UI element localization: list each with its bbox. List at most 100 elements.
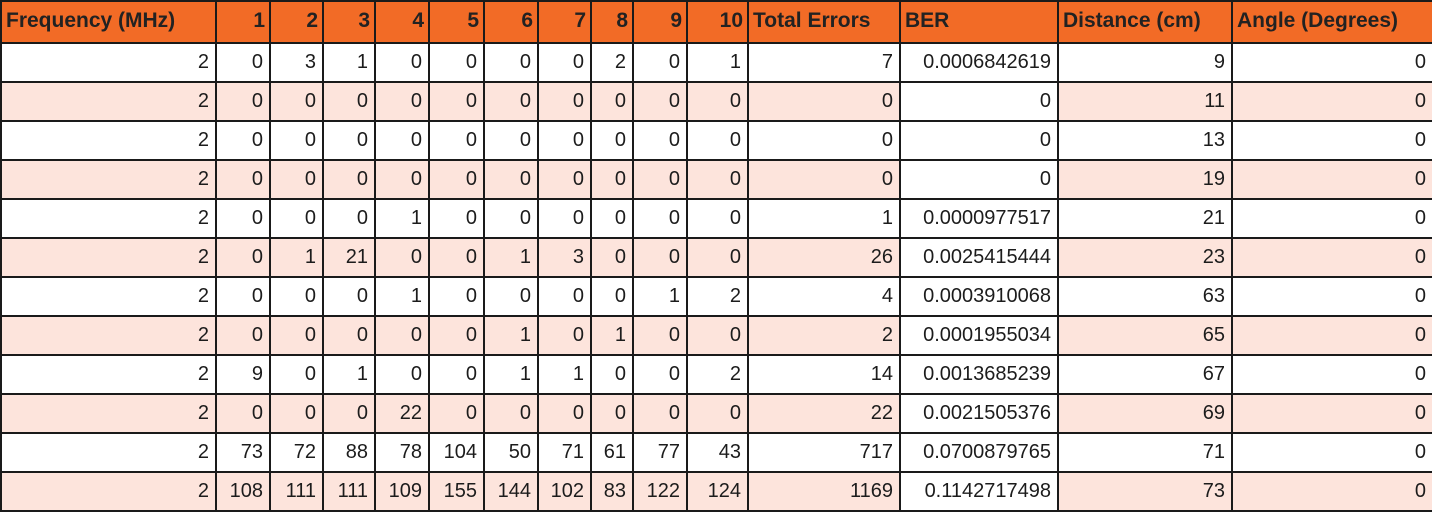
cell-ch-9[interactable]: 0 <box>632 237 688 278</box>
cell-ch-10[interactable]: 0 <box>686 120 749 161</box>
cell-ch-5[interactable]: 0 <box>428 393 485 434</box>
cell-angle[interactable]: 0 <box>1231 81 1432 122</box>
cell-angle[interactable]: 0 <box>1231 42 1432 83</box>
cell-ch-2[interactable]: 1 <box>269 237 324 278</box>
cell-ch-5[interactable]: 0 <box>428 237 485 278</box>
cell-ch-7[interactable]: 0 <box>537 198 592 239</box>
cell-angle[interactable]: 0 <box>1231 159 1432 200</box>
cell-total-errors[interactable]: 22 <box>747 393 901 434</box>
cell-ch-8[interactable]: 1 <box>590 315 634 356</box>
cell-frequency[interactable]: 2 <box>0 393 217 434</box>
cell-ch-9[interactable]: 0 <box>632 354 688 395</box>
column-header-ch-3[interactable]: 3 <box>322 0 376 44</box>
cell-frequency[interactable]: 2 <box>0 315 217 356</box>
cell-angle[interactable]: 0 <box>1231 198 1432 239</box>
cell-ch-5[interactable]: 0 <box>428 42 485 83</box>
cell-ch-1[interactable]: 9 <box>215 354 271 395</box>
cell-angle[interactable]: 0 <box>1231 393 1432 434</box>
cell-ber[interactable]: 0.0000977517 <box>899 198 1059 239</box>
cell-ber[interactable]: 0.0006842619 <box>899 42 1059 83</box>
cell-distance[interactable]: 13 <box>1057 120 1233 161</box>
cell-distance[interactable]: 21 <box>1057 198 1233 239</box>
cell-ch-8[interactable]: 61 <box>590 432 634 473</box>
cell-ch-3[interactable]: 0 <box>322 159 376 200</box>
cell-distance[interactable]: 65 <box>1057 315 1233 356</box>
cell-ch-10[interactable]: 124 <box>686 471 749 512</box>
cell-distance[interactable]: 67 <box>1057 354 1233 395</box>
cell-frequency[interactable]: 2 <box>0 471 217 512</box>
cell-ch-2[interactable]: 0 <box>269 120 324 161</box>
cell-distance[interactable]: 9 <box>1057 42 1233 83</box>
cell-ch-6[interactable]: 1 <box>483 354 539 395</box>
cell-ch-10[interactable]: 43 <box>686 432 749 473</box>
cell-ch-10[interactable]: 0 <box>686 315 749 356</box>
cell-ch-7[interactable]: 102 <box>537 471 592 512</box>
cell-frequency[interactable]: 2 <box>0 120 217 161</box>
column-header-ch-7[interactable]: 7 <box>537 0 592 44</box>
column-header-frequency[interactable]: Frequency (MHz) <box>0 0 217 44</box>
column-header-angle[interactable]: Angle (Degrees) <box>1231 0 1432 44</box>
cell-ch-9[interactable]: 0 <box>632 198 688 239</box>
cell-distance[interactable]: 63 <box>1057 276 1233 317</box>
cell-ch-4[interactable]: 0 <box>374 120 430 161</box>
cell-ch-5[interactable]: 0 <box>428 120 485 161</box>
cell-ber[interactable]: 0.0021505376 <box>899 393 1059 434</box>
cell-ch-3[interactable]: 0 <box>322 315 376 356</box>
cell-ch-9[interactable]: 0 <box>632 393 688 434</box>
cell-ch-2[interactable]: 0 <box>269 81 324 122</box>
cell-ch-6[interactable]: 0 <box>483 81 539 122</box>
cell-ber[interactable]: 0.0003910068 <box>899 276 1059 317</box>
cell-ber[interactable]: 0.0700879765 <box>899 432 1059 473</box>
cell-ch-10[interactable]: 0 <box>686 393 749 434</box>
cell-ch-8[interactable]: 0 <box>590 198 634 239</box>
cell-ch-4[interactable]: 0 <box>374 237 430 278</box>
cell-ch-9[interactable]: 0 <box>632 315 688 356</box>
cell-frequency[interactable]: 2 <box>0 198 217 239</box>
cell-ch-4[interactable]: 0 <box>374 159 430 200</box>
column-header-ch-8[interactable]: 8 <box>590 0 634 44</box>
column-header-ch-2[interactable]: 2 <box>269 0 324 44</box>
cell-total-errors[interactable]: 0 <box>747 81 901 122</box>
cell-ch-8[interactable]: 0 <box>590 393 634 434</box>
column-header-total-errors[interactable]: Total Errors <box>747 0 901 44</box>
cell-ch-4[interactable]: 1 <box>374 276 430 317</box>
cell-ch-6[interactable]: 144 <box>483 471 539 512</box>
cell-ch-9[interactable]: 0 <box>632 159 688 200</box>
column-header-distance[interactable]: Distance (cm) <box>1057 0 1233 44</box>
cell-frequency[interactable]: 2 <box>0 432 217 473</box>
cell-distance[interactable]: 11 <box>1057 81 1233 122</box>
cell-ch-5[interactable]: 104 <box>428 432 485 473</box>
column-header-ch-1[interactable]: 1 <box>215 0 271 44</box>
cell-angle[interactable]: 0 <box>1231 237 1432 278</box>
cell-ch-3[interactable]: 0 <box>322 81 376 122</box>
cell-ch-2[interactable]: 0 <box>269 354 324 395</box>
cell-ch-9[interactable]: 1 <box>632 276 688 317</box>
cell-total-errors[interactable]: 2 <box>747 315 901 356</box>
cell-ch-4[interactable]: 78 <box>374 432 430 473</box>
cell-frequency[interactable]: 2 <box>0 354 217 395</box>
cell-ch-10[interactable]: 2 <box>686 354 749 395</box>
cell-ch-1[interactable]: 0 <box>215 42 271 83</box>
cell-ch-7[interactable]: 0 <box>537 159 592 200</box>
cell-ch-8[interactable]: 0 <box>590 237 634 278</box>
cell-frequency[interactable]: 2 <box>0 81 217 122</box>
cell-ch-4[interactable]: 0 <box>374 42 430 83</box>
cell-ber[interactable]: 0.0025415444 <box>899 237 1059 278</box>
cell-ch-8[interactable]: 0 <box>590 120 634 161</box>
cell-ch-10[interactable]: 0 <box>686 81 749 122</box>
cell-ch-1[interactable]: 0 <box>215 393 271 434</box>
cell-ch-10[interactable]: 0 <box>686 159 749 200</box>
cell-ch-6[interactable]: 0 <box>483 159 539 200</box>
cell-ch-7[interactable]: 0 <box>537 81 592 122</box>
cell-ch-8[interactable]: 0 <box>590 276 634 317</box>
cell-ch-2[interactable]: 0 <box>269 276 324 317</box>
cell-ch-1[interactable]: 0 <box>215 159 271 200</box>
cell-total-errors[interactable]: 1 <box>747 198 901 239</box>
cell-ch-7[interactable]: 0 <box>537 276 592 317</box>
cell-ch-5[interactable]: 0 <box>428 198 485 239</box>
cell-total-errors[interactable]: 14 <box>747 354 901 395</box>
cell-ch-5[interactable]: 155 <box>428 471 485 512</box>
cell-ch-4[interactable]: 0 <box>374 354 430 395</box>
cell-total-errors[interactable]: 0 <box>747 120 901 161</box>
cell-ch-10[interactable]: 0 <box>686 237 749 278</box>
